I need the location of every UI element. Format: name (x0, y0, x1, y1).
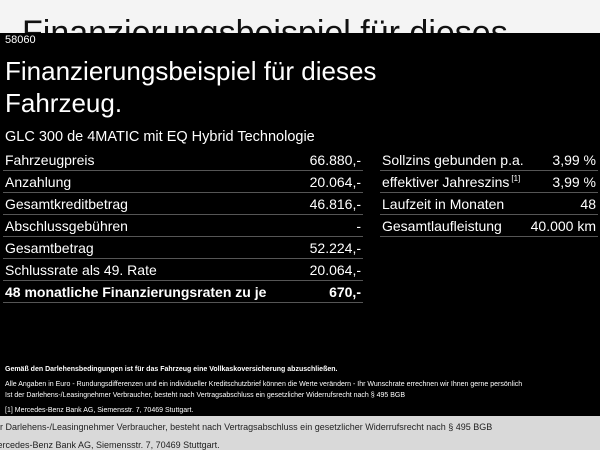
table-row: Sollzins gebunden p.a. 3,99 % (380, 149, 598, 171)
table-row: Abschlussgebühren - (3, 215, 363, 237)
row-value: 52.224,- (309, 239, 361, 256)
background-line: Mercedes-Benz Bank AG, Siemensstr. 7, 70… (0, 440, 220, 450)
footnote-text: Mercedes-Benz Bank AG, Siemensstr. 7, 70… (14, 407, 194, 414)
row-label: Schlussrate als 49. Rate (5, 261, 157, 278)
row-label: Gesamtbetrag (5, 239, 94, 256)
background-top: Finanzierungsbeispiel für dieses (0, 0, 600, 33)
row-label: Anzahlung (5, 173, 72, 190)
code: 58060 (5, 34, 36, 46)
table-row: Schlussrate als 49. Rate 20.064,- (3, 259, 363, 281)
row-value: - (356, 217, 361, 234)
row-value: 66.880,- (309, 151, 361, 168)
background-heading: Finanzierungsbeispiel für dieses (22, 14, 508, 33)
row-value: 670,- (329, 283, 361, 300)
left-table: Fahrzeugpreis 66.880,- Anzahlung 20.064,- Ge… (3, 149, 363, 303)
table-row: Gesamtbetrag 52.224,- (3, 237, 363, 259)
note: Gemäß den Darlehensbedingungen ist für d… (5, 366, 338, 373)
table-row: 48 monatliche Finanzierungsraten zu je 67… (3, 281, 363, 303)
right-table: Sollzins gebunden p.a. 3,99 % effektiver J… (380, 149, 598, 237)
row-label: Sollzins gebunden p.a. (382, 151, 524, 168)
row-value: 40.000 km (530, 217, 596, 234)
row-value: 20.064,- (309, 173, 361, 190)
row-label: Laufzeit in Monaten (382, 195, 505, 212)
note: Ist der Darlehens-/Leasingnehmer Verbrau… (5, 392, 405, 399)
row-value: 3,99 % (552, 173, 596, 190)
note: Alle Angaben in Euro - Rundungsdifferenz… (5, 381, 523, 388)
row-label: effektiver Jahreszins [1] (382, 173, 521, 190)
overlay: 58060 Finanzierungsbeispiel für dieses F… (0, 33, 600, 416)
model: GLC 300 de 4MATIC mit EQ Hybrid Technolo… (5, 129, 315, 145)
title: Finanzierungsbeispiel für dieses Fahrzeu… (5, 56, 377, 118)
row-label: 48 monatliche Finanzierungsraten zu je (5, 283, 267, 300)
row-label: Abschlussgebühren (5, 217, 128, 234)
notes: Gemäß den Darlehensbedingungen ist für d… (5, 364, 522, 416)
row-value: 20.064,- (309, 261, 361, 278)
table-row: Gesamtlaufleistung 40.000 km (380, 215, 598, 237)
table-row: Anzahlung 20.064,- (3, 171, 363, 193)
footnote-marker: [1] (511, 173, 521, 183)
row-value: 48 (580, 195, 596, 212)
footnote: [1] Mercedes-Benz Bank AG, Siemensstr. 7… (5, 405, 522, 416)
table-row: effektiver Jahreszins [1] 3,99 % (380, 171, 598, 193)
row-label: Fahrzeugpreis (5, 151, 95, 168)
table-row: Fahrzeugpreis 66.880,- (3, 149, 363, 171)
footnote-marker: [1] (5, 407, 13, 414)
background-line: Ist der Darlehens-/Leasingnehmer Verbrau… (0, 422, 493, 432)
table-row: Laufzeit in Monaten 48 (380, 193, 598, 215)
table-row: Gesamtkreditbetrag 46.816,- (3, 193, 363, 215)
row-value: 3,99 % (552, 151, 596, 168)
row-label: Gesamtlaufleistung (382, 217, 502, 234)
row-value: 46.816,- (309, 195, 361, 212)
row-label: Gesamtkreditbetrag (5, 195, 128, 212)
